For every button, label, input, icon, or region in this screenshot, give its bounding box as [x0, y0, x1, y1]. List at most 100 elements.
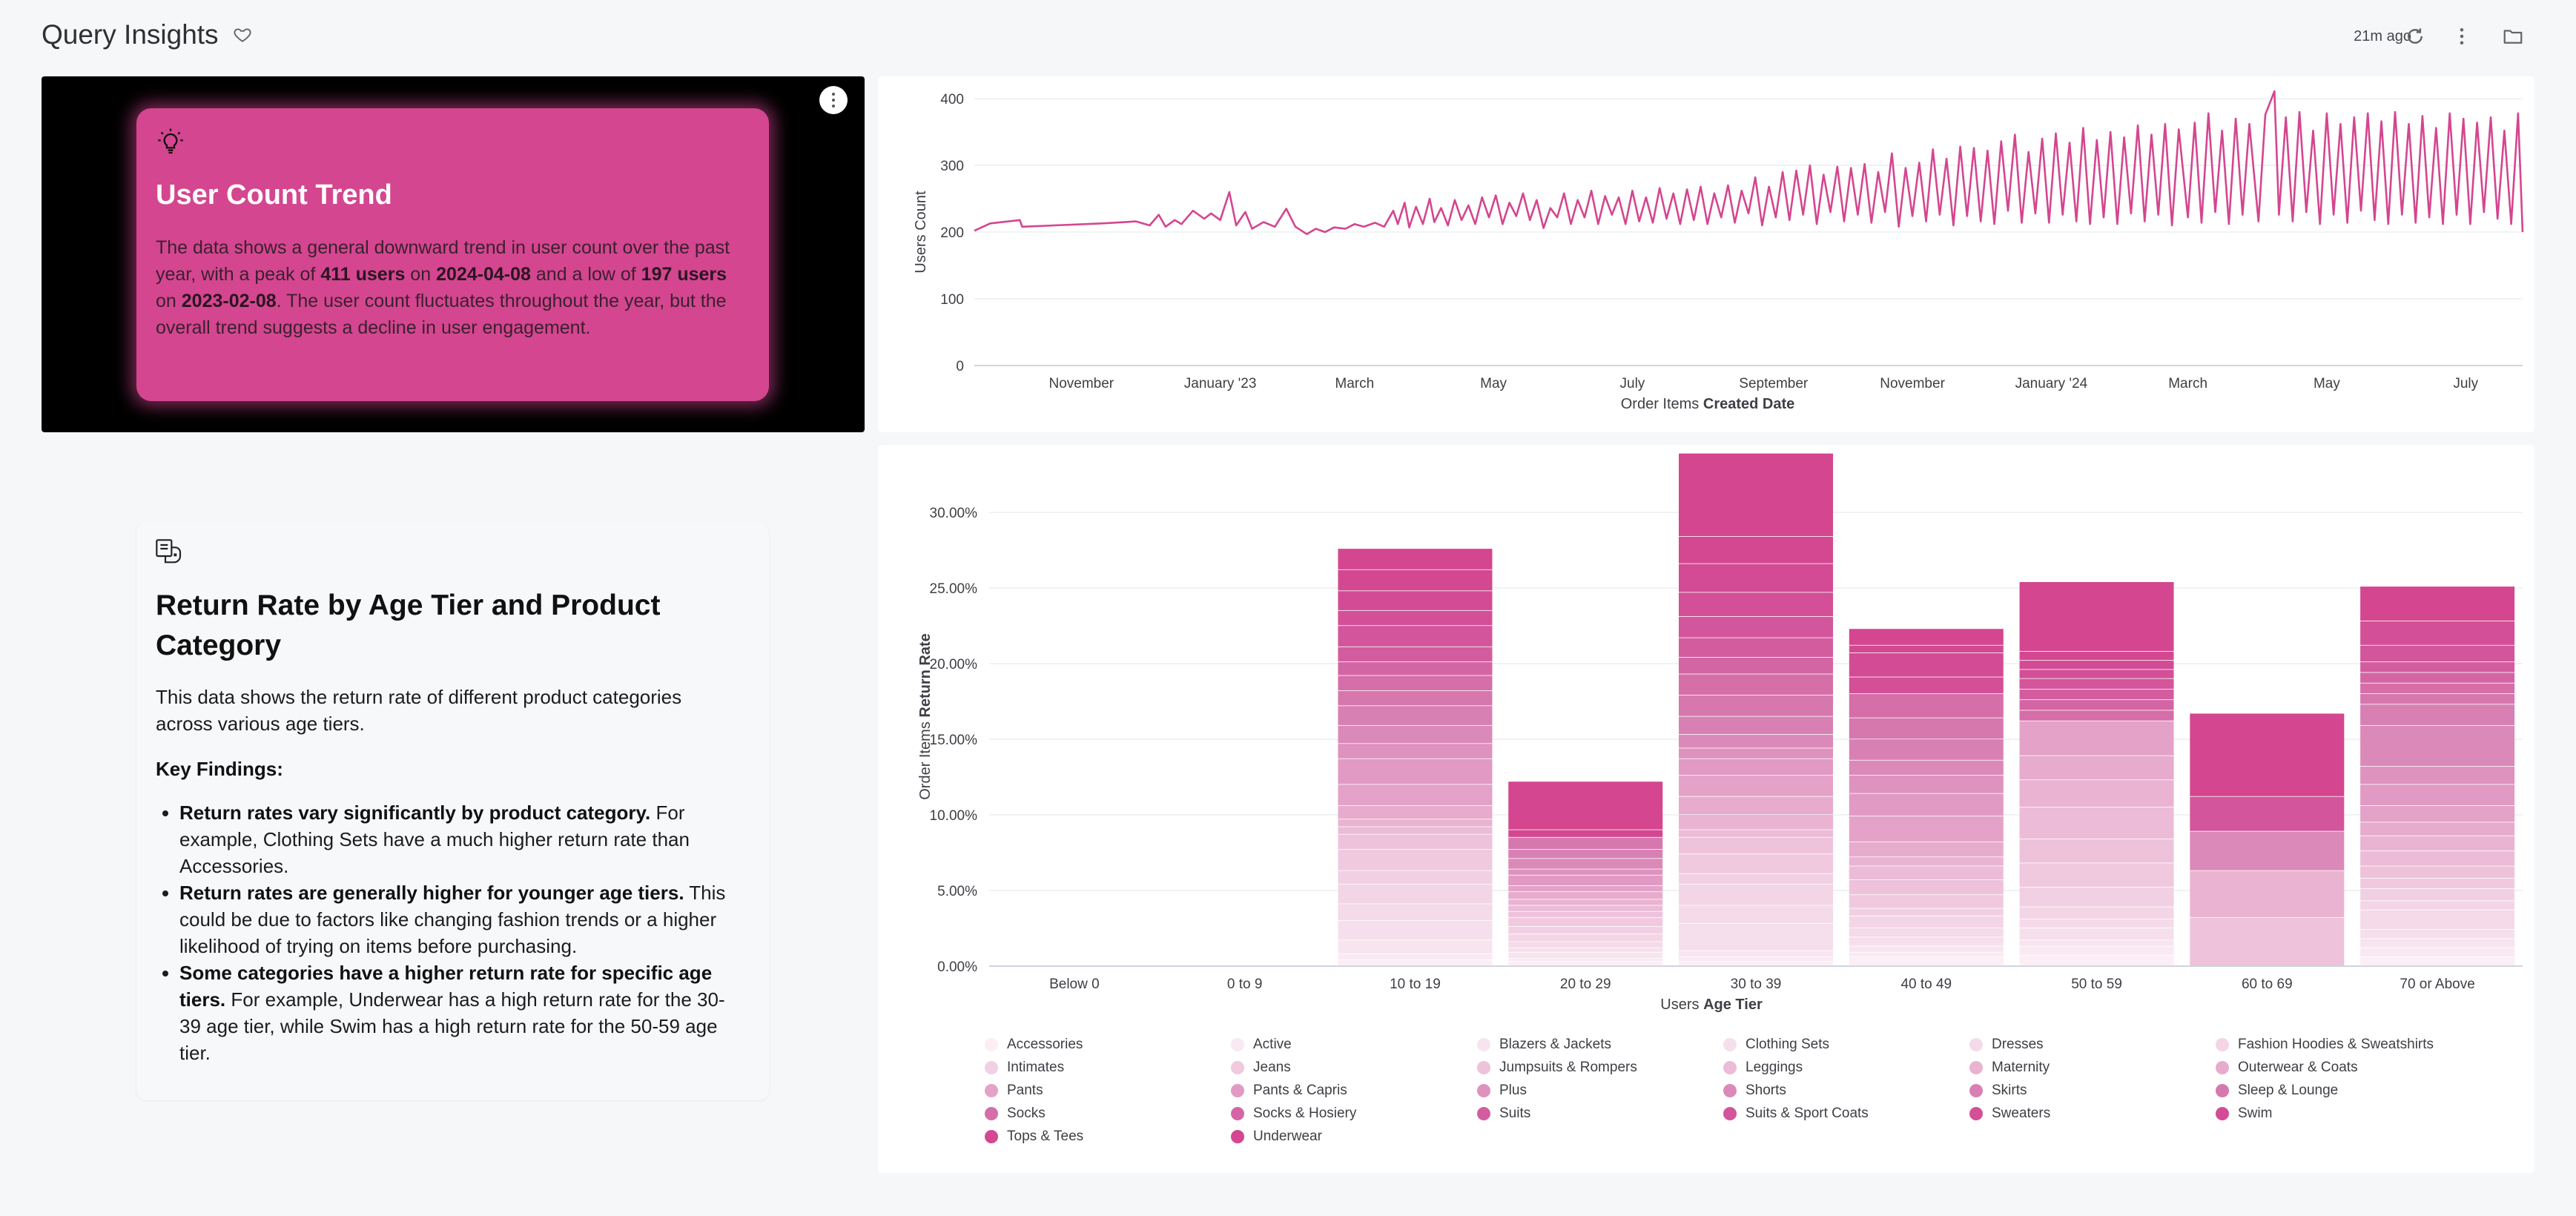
bar-segment: [2360, 645, 2515, 662]
bar-segment: [1508, 869, 1663, 875]
bar-segment: [2190, 917, 2345, 966]
bar-segment: [2360, 704, 2515, 725]
legend-item[interactable]: Active: [1231, 1037, 1477, 1053]
user-count-trend-card: User Count Trend The data shows a genera…: [136, 108, 769, 401]
bar-segment: [1338, 827, 1493, 834]
legend-item[interactable]: Leggings: [1723, 1060, 1969, 1076]
legend-item[interactable]: Pants & Capris: [1231, 1083, 1477, 1099]
y-tick-label: 30.00%: [930, 506, 978, 521]
analysis-icon: [156, 539, 182, 564]
legend-swatch: [1723, 1038, 1737, 1051]
x-tick-label: November: [1048, 376, 1114, 391]
legend-item[interactable]: Skirts: [1969, 1083, 2216, 1099]
bar-segment: [1679, 695, 1833, 716]
bar-segment: [2019, 940, 2174, 946]
bar-segment: [2190, 796, 2345, 831]
legend-item[interactable]: Fashion Hoodies & Sweatshirts: [2216, 1037, 2462, 1053]
bar-segment: [2019, 919, 2174, 928]
finding-item: Return rates are generally higher for yo…: [179, 879, 728, 959]
bar-segment: [1679, 837, 1833, 854]
bar-segment: [1679, 873, 1833, 885]
bar-segment: [1679, 956, 1833, 962]
bar-segment: [1679, 592, 1833, 617]
bar-segment: [1849, 760, 2004, 776]
legend-swatch: [1477, 1084, 1490, 1097]
page-title: Query Insights: [42, 19, 219, 50]
bar-segment: [2019, 955, 2174, 966]
bar-segment: [1508, 892, 1663, 899]
bar-segment: [1338, 647, 1493, 662]
bar-segment: [1849, 879, 2004, 895]
bar-segment: [1679, 961, 1833, 966]
legend-swatch: [985, 1130, 998, 1143]
legend-swatch: [985, 1038, 998, 1051]
legend-swatch: [1231, 1061, 1244, 1074]
bar-segment: [1338, 662, 1493, 675]
bar-segment: [1508, 911, 1663, 917]
bar-segment: [2019, 887, 2174, 907]
bar-segment: [1338, 759, 1493, 784]
legend-item[interactable]: Pants: [985, 1083, 1231, 1099]
legend-item[interactable]: Socks: [985, 1106, 1231, 1122]
chart-legend: Accessories Active Blazers & Jackets Clothi…: [985, 1037, 2527, 1145]
legend-item[interactable]: Suits & Sport Coats: [1723, 1106, 1969, 1122]
bar-segment: [1508, 885, 1663, 892]
bar-segment: [1338, 959, 1493, 966]
bar-segment: [1849, 946, 2004, 952]
x-tick-label: 30 to 39: [1731, 977, 1782, 992]
legend-item[interactable]: Outerwear & Coats: [2216, 1060, 2462, 1076]
return-rate-stacked-bar-chart: 0.00% 5.00% 10.00% 15.00% 20.00% 25.00% 30.00%…: [917, 453, 2523, 1013]
y-tick-label: 15.00%: [930, 733, 978, 748]
bar-segment: [1679, 564, 1833, 592]
bar-segment: [1849, 928, 2004, 937]
y-tick-label: 200: [940, 225, 964, 241]
bar-segment: [1338, 626, 1493, 647]
legend-label: Pants & Capris: [1253, 1083, 1347, 1098]
bar-segment: [1849, 895, 2004, 908]
x-tick-label: January '24: [2015, 376, 2088, 391]
finding-item: Return rates vary significantly by produ…: [179, 799, 728, 879]
legend-item[interactable]: Swim: [2216, 1106, 2462, 1122]
x-tick-label: 0 to 9: [1227, 977, 1263, 992]
bar-segment: [1679, 951, 1833, 956]
folder-icon[interactable]: [2502, 25, 2524, 47]
legend-item[interactable]: Socks & Hosiery: [1231, 1106, 1477, 1122]
legend-item[interactable]: Underwear: [1231, 1129, 1477, 1145]
bar-segment: [2360, 910, 2515, 930]
legend-item[interactable]: Suits: [1477, 1106, 1723, 1122]
legend-item[interactable]: Intimates: [985, 1060, 1231, 1076]
bar-segment: [1679, 748, 1833, 759]
more-vertical-icon[interactable]: [2451, 25, 2473, 47]
legend-item[interactable]: Jumpsuits & Rompers: [1477, 1060, 1723, 1076]
bar-segment: [1849, 645, 2004, 653]
bar-segment: [1679, 830, 1833, 837]
bar-segment: [1679, 674, 1833, 695]
legend-item[interactable]: Clothing Sets: [1723, 1037, 1969, 1053]
bar-segment: [2360, 956, 2515, 966]
bar-segment: [1849, 693, 2004, 718]
x-tick-label: March: [2168, 376, 2207, 391]
refresh-icon[interactable]: [2404, 25, 2426, 47]
x-tick-label: July: [1620, 376, 1645, 391]
legend-item[interactable]: Blazers & Jackets: [1477, 1037, 1723, 1053]
legend-item[interactable]: Maternity: [1969, 1060, 2216, 1076]
legend-item[interactable]: Sleep & Lounge: [2216, 1083, 2462, 1099]
bar-segment: [1679, 815, 1833, 830]
legend-item[interactable]: Accessories: [985, 1037, 1231, 1053]
bar-segment: [2019, 721, 2174, 756]
bar-segment: [2360, 851, 2515, 866]
legend-item[interactable]: Jeans: [1231, 1060, 1477, 1076]
legend-label: Outerwear & Coats: [2238, 1060, 2358, 1075]
legend-item[interactable]: Sweaters: [1969, 1106, 2216, 1122]
tile-menu-button[interactable]: [819, 86, 848, 114]
legend-item[interactable]: Dresses: [1969, 1037, 2216, 1053]
bar-segment: [1849, 952, 2004, 956]
heart-icon[interactable]: [233, 25, 252, 44]
legend-label: Sweaters: [1992, 1106, 2051, 1121]
y-tick-label: 300: [940, 159, 964, 174]
legend-item[interactable]: Plus: [1477, 1083, 1723, 1099]
legend-item[interactable]: Tops & Tees: [985, 1129, 1231, 1145]
legend-item[interactable]: Shorts: [1723, 1083, 1969, 1099]
bar-segment: [1679, 716, 1833, 735]
bar-segment: [1679, 453, 1833, 537]
